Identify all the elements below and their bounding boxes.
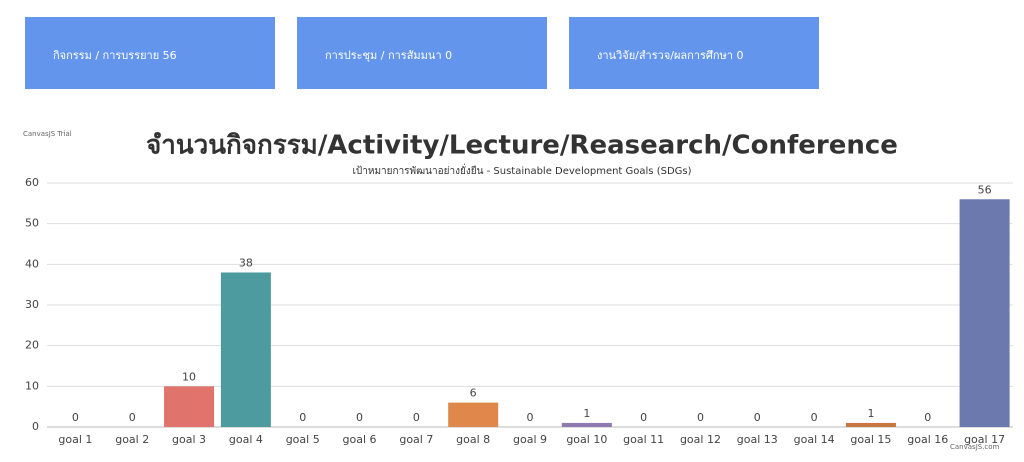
data-label: 0: [924, 411, 931, 424]
data-label: 0: [356, 411, 363, 424]
data-label: 10: [182, 370, 196, 383]
data-label: 0: [527, 411, 534, 424]
data-label: 56: [978, 183, 992, 196]
data-label: 0: [129, 411, 136, 424]
x-tick-label: goal 10: [566, 433, 607, 446]
chart-title: จำนวนกิจกรรม/Activity/Lecture/Reasearch/…: [146, 131, 898, 161]
data-label: 38: [239, 256, 253, 269]
data-label: 0: [754, 411, 761, 424]
stat-card[interactable]: งานวิจัย/สำรวจ/ผลการศึกษา 0: [569, 17, 819, 89]
x-tick-label: goal 3: [172, 433, 206, 446]
y-tick-label: 20: [25, 339, 39, 352]
stat-card[interactable]: การประชุม / การสัมมนา 0: [297, 17, 547, 89]
x-tick-label: goal 16: [907, 433, 948, 446]
data-label: 1: [867, 407, 874, 420]
y-tick-label: 30: [25, 298, 39, 311]
data-label: 6: [470, 387, 477, 400]
watermark: CanvasJS.com: [950, 443, 1000, 451]
y-tick-label: 50: [25, 217, 39, 230]
x-tick-label: goal 13: [737, 433, 778, 446]
data-label: 0: [640, 411, 647, 424]
data-label: 0: [299, 411, 306, 424]
watermark: CanvasJS Trial: [23, 130, 72, 138]
x-tick-label: goal 4: [229, 433, 263, 446]
bar: [845, 422, 896, 427]
x-tick-label: goal 14: [794, 433, 835, 446]
chart-subtitle: เป้าหมายการพัฒนาอย่างยั่งยืน - Sustainab…: [352, 163, 691, 177]
bar: [220, 272, 271, 427]
y-tick-label: 60: [25, 176, 39, 189]
data-label: 1: [583, 407, 590, 420]
x-tick-label: goal 9: [513, 433, 547, 446]
data-label: 0: [72, 411, 79, 424]
x-tick-label: goal 17: [964, 433, 1005, 446]
x-tick-label: goal 1: [58, 433, 92, 446]
y-tick-label: 0: [32, 420, 39, 433]
bar: [959, 199, 1010, 427]
y-tick-label: 10: [25, 379, 39, 392]
x-tick-label: goal 2: [115, 433, 149, 446]
x-tick-label: goal 6: [343, 433, 377, 446]
x-tick-label: goal 5: [286, 433, 320, 446]
data-label: 0: [811, 411, 818, 424]
data-label: 0: [697, 411, 704, 424]
x-tick-label: goal 15: [850, 433, 891, 446]
y-tick-label: 40: [25, 257, 39, 270]
bar: [561, 422, 612, 427]
x-tick-label: goal 8: [456, 433, 490, 446]
stat-card[interactable]: กิจกรรม / การบรรยาย 56: [25, 17, 275, 89]
x-tick-label: goal 11: [623, 433, 664, 446]
bar: [448, 402, 499, 427]
x-tick-label: goal 12: [680, 433, 721, 446]
x-tick-label: goal 7: [399, 433, 433, 446]
data-label: 0: [413, 411, 420, 424]
bar: [164, 386, 215, 427]
